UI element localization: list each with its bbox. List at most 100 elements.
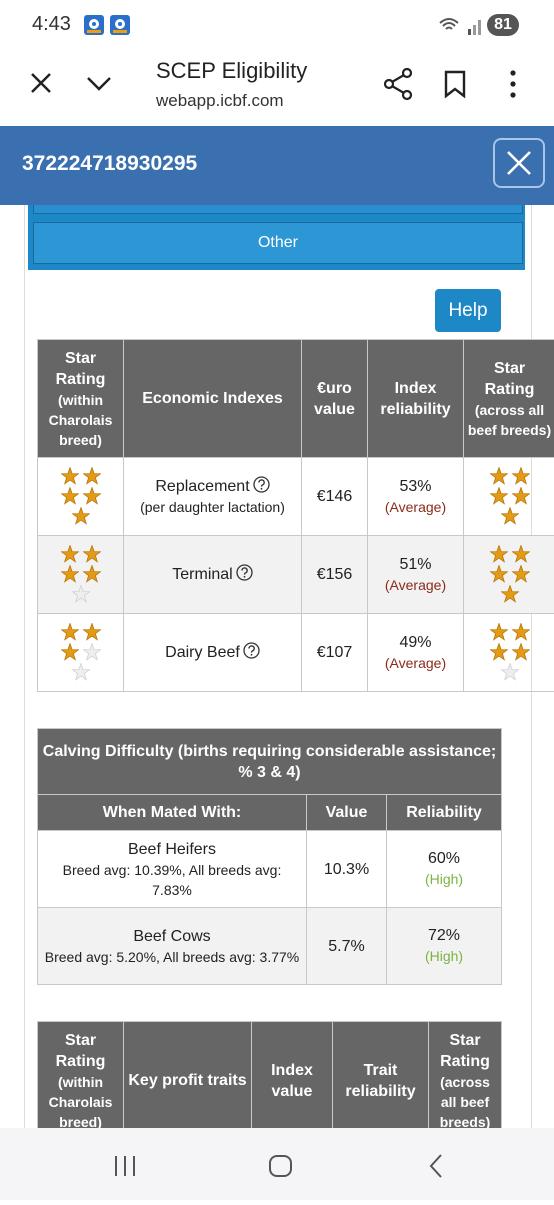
star — [83, 565, 101, 584]
star — [490, 467, 508, 486]
star-rating — [55, 467, 107, 526]
help-icon[interactable] — [236, 564, 253, 581]
index-name: Dairy Beef — [165, 644, 240, 661]
reliability-label: (Average) — [371, 497, 460, 518]
calving-value: 10.3% — [307, 831, 387, 908]
header-sub: (within Charolais breed) — [41, 390, 120, 450]
animal-id: 372224718930295 — [22, 152, 197, 176]
column-header: Star Rating(within Charolais breed) — [38, 1022, 124, 1129]
header-sub: (within Charolais breed) — [41, 1072, 120, 1129]
browser-nav-icons[interactable] — [28, 70, 118, 96]
column-header: Index reliability — [368, 340, 464, 458]
star — [72, 507, 90, 526]
star — [61, 545, 79, 564]
signal-icons — [438, 15, 484, 37]
column-header: Economic Indexes — [124, 340, 302, 458]
index-name: Terminal — [172, 566, 232, 583]
title-row: Calving Difficulty (births requiring con… — [38, 729, 502, 795]
reliability-label: (Average) — [371, 653, 460, 674]
reliability-label: (High) — [390, 869, 498, 890]
header-main: Index value — [271, 1062, 313, 1100]
reliability-cell: 49% (Average) — [368, 614, 464, 692]
help-button[interactable]: Help — [435, 289, 501, 332]
star — [512, 623, 530, 642]
index-value: €107 — [302, 614, 368, 692]
star — [490, 623, 508, 642]
star — [490, 643, 508, 662]
star — [83, 487, 101, 506]
star-rating — [55, 545, 107, 604]
header-main: Key profit traits — [128, 1072, 246, 1089]
reliability-cell: 60% (High) — [387, 831, 502, 908]
star — [61, 487, 79, 506]
reliability: 53% — [399, 478, 431, 495]
mated-with: Beef Cows — [133, 928, 210, 945]
reliability-cell: 53% (Average) — [368, 458, 464, 536]
star-rating — [484, 623, 536, 682]
header-main: Star Rating — [56, 1032, 106, 1070]
tab-other[interactable]: Other — [33, 222, 523, 264]
reliability: 60% — [428, 850, 460, 867]
star — [490, 487, 508, 506]
star — [61, 643, 79, 662]
column-header: Index value — [252, 1022, 333, 1129]
star — [501, 663, 519, 682]
column-header: Star Rating(across all beef breeds) — [429, 1022, 502, 1129]
battery: 81 — [487, 14, 519, 36]
header-main: Index reliability — [380, 380, 450, 418]
reliability-cell: 72%(High) — [387, 908, 502, 985]
index-name-cell: Terminal — [124, 536, 302, 614]
browser-actions[interactable] — [383, 67, 523, 101]
economic-indexes-table: Star Rating(within Charolais breed)Econo… — [37, 339, 554, 692]
column-header: Reliability — [387, 795, 502, 831]
star-rating — [484, 545, 536, 604]
stars-within-cell — [38, 536, 124, 614]
tab-previous[interactable] — [33, 205, 523, 214]
stars-within-cell — [38, 458, 124, 536]
help-icon[interactable] — [243, 642, 260, 659]
breed-avg: Breed avg: 5.20%, All breeds avg: 3.77% — [41, 947, 303, 967]
star — [512, 487, 530, 506]
star — [61, 565, 79, 584]
column-header: Star Rating(across all beef breeds) — [464, 340, 554, 458]
header-main: Star Rating — [485, 360, 535, 398]
index-name-cell: Dairy Beef — [124, 614, 302, 692]
star — [72, 663, 90, 682]
stars-within-cell — [38, 614, 124, 692]
column-header: Trait reliability — [333, 1022, 429, 1129]
calving-value: 5.7% — [307, 908, 387, 985]
traits-table: Star Rating(within Charolais breed)Key p… — [37, 1021, 502, 1128]
calving-title: Calving Difficulty (births requiring con… — [38, 729, 502, 795]
star — [490, 545, 508, 564]
header-main: Trait reliability — [345, 1062, 415, 1100]
reliability-label: (Average) — [371, 575, 460, 596]
star — [501, 585, 519, 604]
reliability: 49% — [399, 634, 431, 651]
help-icon[interactable] — [253, 476, 270, 493]
header-main: Economic Indexes — [142, 390, 283, 407]
star — [72, 585, 90, 604]
star — [61, 623, 79, 642]
column-header: Star Rating(within Charolais breed) — [38, 340, 124, 458]
header-row: Star Rating(within Charolais breed)Econo… — [38, 340, 554, 458]
index-row: Dairy Beef €107 49% (Average) — [38, 614, 554, 692]
stars-across-cell — [464, 536, 554, 614]
calving-row: Beef Cows Breed avg: 5.20%, All breeds av… — [38, 908, 502, 985]
star — [83, 643, 101, 662]
reliability: 72% — [428, 927, 460, 944]
star — [490, 565, 508, 584]
stars-across-cell — [464, 458, 554, 536]
header-main: Star Rating — [440, 1032, 490, 1070]
index-value: €156 — [302, 536, 368, 614]
star — [83, 623, 101, 642]
close-button[interactable] — [493, 138, 545, 188]
star-rating — [55, 623, 107, 682]
header-main: Star Rating — [56, 350, 106, 388]
star — [512, 643, 530, 662]
column-header: Value — [307, 795, 387, 831]
